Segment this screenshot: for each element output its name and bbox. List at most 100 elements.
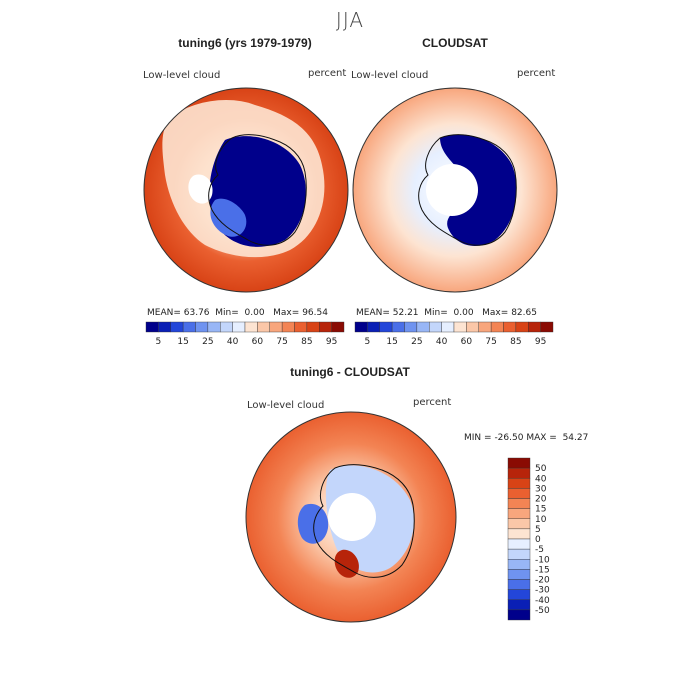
panel2-no-data-hole [426,164,478,216]
panel1-mean-label: MEAN= [147,308,181,318]
panel2-colorbar-swatch [391,321,405,333]
panel1-colorbar-swatch [220,321,233,333]
panel1-min-label: Min= [215,308,239,318]
panel2-title: CLOUDSAT [422,36,488,50]
panel2-min-value: 0.00 [453,308,474,318]
panel2-colorbar-tick-label: 75 [485,337,496,347]
panel3-colorbar-swatch [507,599,531,611]
panel1-colorbar-swatch [207,321,221,333]
panel1-colorbar-swatch [319,321,332,333]
panel3-colorbar-tick-label: 10 [535,515,547,525]
panel2-colorbar-swatch [354,321,368,333]
panel3-max-label: MAX = [526,433,557,443]
panel3-colorbar-tick-label: 0 [535,535,541,545]
panel2-variable: Low-level cloud [351,70,429,81]
panel2-colorbar-swatch [478,321,492,333]
panel3-colorbar-tick-label: -40 [535,596,550,606]
panel1-colorbar-tick-label: 60 [252,337,264,347]
panel3-colorbar-swatch [507,528,531,540]
map-panel2 [352,87,558,293]
panel3-colorbar-tick-label: 20 [535,495,547,505]
panel1-coastline [208,134,307,246]
panel2-colorbar-tick-label: 40 [436,337,448,347]
panel1-colorbar: 5 15 25 40 60 75 85 95 [145,321,345,347]
panel3-colorbar-swatch [507,579,531,590]
panel1-mean-value: 63.76 [183,308,210,318]
panel3-variable: Low-level cloud [247,400,325,411]
panel1-colorbar-tick-label: 25 [202,337,213,347]
panel2-mean-value: 52.21 [392,308,419,318]
panel3-blue-patch [297,503,329,544]
panel3-colorbar-tick-label: -15 [535,565,550,575]
panel3-colorbar-tick-label: -20 [535,576,550,586]
panel3-colorbar-swatch [507,457,531,469]
panel2-colorbar-swatch [503,321,517,333]
panel2-map-border [352,87,558,293]
panel3-colorbar-swatch [507,589,531,600]
panel1-colorbar-tick-label: 40 [227,337,239,347]
panel2-colorbar-tick-label: 25 [411,337,422,347]
panel3-colorbar-tick-label: -5 [535,545,544,555]
panel2-stats: MEAN= 52.21 Min= 0.00 Max= 82.65 [356,308,537,318]
panel3-colorbar-tick-label: 5 [535,525,541,535]
panel1-colorbar-swatch [195,321,209,333]
panel3-colorbar-tick-label: 30 [535,484,547,494]
map-panel3 [245,411,457,623]
panel1-colorbar-swatch [170,321,184,333]
panel3-colorbar-swatch [507,508,531,519]
panel2-colorbar-swatch [429,321,442,333]
panel1-colorbar-swatch [294,321,308,333]
panel3-coastline [313,464,415,578]
panel3-colorbar-tick-label: 50 [535,464,547,474]
panel1-colorbar-swatch [257,321,270,333]
panel1-stats: MEAN= 63.76 Min= 0.00 Max= 96.54 [147,308,328,318]
panel2-colorbar-tick-label: 95 [535,337,546,347]
panel3-colorbar-tick-label: -30 [535,586,550,596]
panel3-colorbar-swatch [507,478,531,489]
panel3-min-value: -26.50 [494,433,524,443]
panel1-variable: Low-level cloud [143,70,221,81]
panel3-colorbar-tick-label: 40 [535,474,547,484]
panel2-units: percent [517,68,556,79]
panel1-colorbar-swatch [182,321,196,333]
panel3-no-data-hole [328,493,376,541]
panel2-colorbar-tick-label: 60 [461,337,473,347]
panel1-colorbar-swatch [269,321,283,333]
panel1-units: percent [308,68,347,79]
panel2-coastline [418,134,517,246]
panel3-colorbar-swatch [507,498,531,509]
panel1-max-label: Max= [273,308,300,318]
panel3-colorbar-tick-label: -10 [535,555,550,565]
panel2-colorbar-swatch [490,321,504,333]
panel2-colorbar-swatch [528,321,541,333]
panel3-colorbar-swatch [507,467,531,479]
panel3-map-border [245,411,457,623]
panel1-colorbar-tick-label: 85 [301,337,312,347]
panel2-colorbar-swatch [379,321,393,333]
panel2-mean-label: MEAN= [356,308,390,318]
panel3-colorbar-swatch [507,609,531,621]
panel3-colorbar-swatch [507,569,531,580]
panel1-map-border [143,87,349,293]
panel2-min-label: Min= [424,308,448,318]
panel2-colorbar-swatch [441,321,455,333]
panel1-colorbar-tick-label: 75 [276,337,287,347]
panel3-colorbar-swatch [507,538,531,550]
panel2-antarctica-cloud [440,134,517,247]
panel2-colorbar: 5 15 25 40 60 75 85 95 [354,321,554,347]
panel1-max-value: 96.54 [302,308,328,318]
panel2-colorbar-swatch [453,321,467,333]
panel3-min-label: MIN = [464,433,492,443]
panel3-max-value: 54.27 [562,433,589,443]
panel3-colorbar-swatch [507,518,531,530]
panel3-colorbar-swatch [507,559,531,570]
panel3-title: tuning6 - CLOUDSAT [290,365,410,379]
panel2-colorbar-swatch [515,321,529,333]
panel1-colorbar-swatch [281,321,295,333]
panel3-units: percent [413,397,452,408]
panel1-colorbar-swatch [145,321,159,333]
panel2-colorbar-tick-label: 5 [365,337,371,347]
panel1-colorbar-swatch [232,321,246,333]
